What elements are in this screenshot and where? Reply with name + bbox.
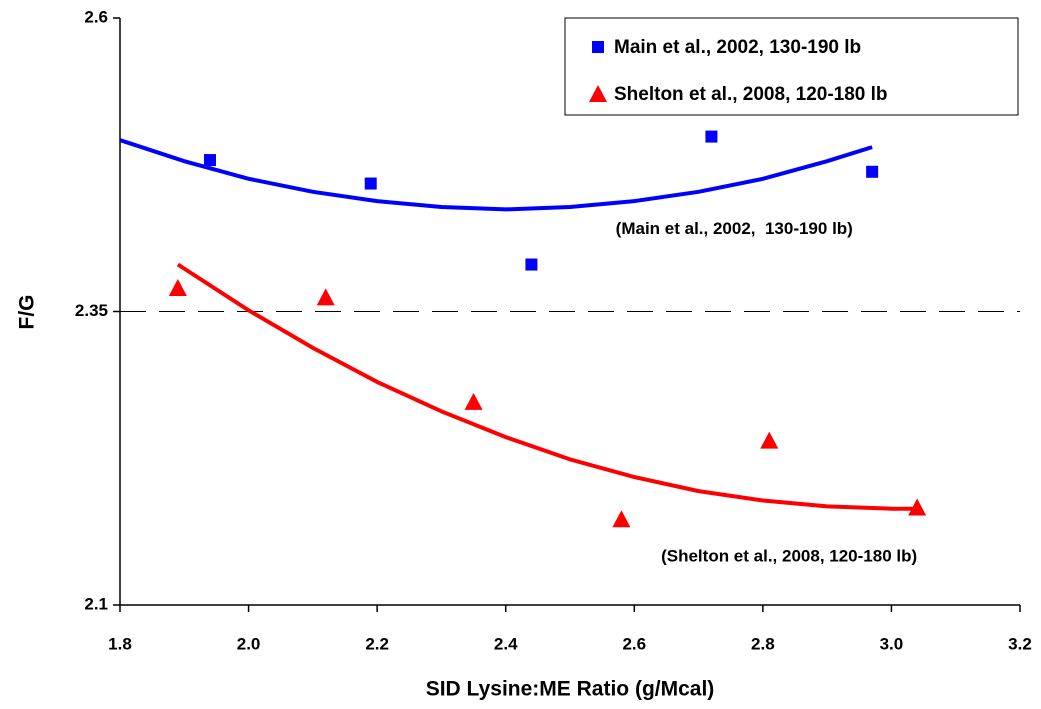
trendline <box>176 262 918 511</box>
point <box>908 498 927 516</box>
point <box>204 154 216 167</box>
x-tick-label: 2.0 <box>237 634 261 653</box>
point <box>525 258 538 271</box>
point <box>612 510 631 528</box>
legend-label: Shelton et al., 2008, 120-180 lb <box>614 84 888 105</box>
point <box>464 392 483 410</box>
legend-marker <box>592 41 604 53</box>
x-tick-label: 2.2 <box>365 634 389 653</box>
point <box>760 431 779 449</box>
point <box>364 177 377 190</box>
y-tick-label: 2.6 <box>84 7 108 26</box>
point <box>866 165 879 178</box>
x-tick-label: 2.8 <box>751 634 775 653</box>
legend-marker <box>589 85 607 102</box>
legend-box <box>564 17 1019 116</box>
x-tick-label: 2.6 <box>622 634 646 653</box>
legend-label: Main et al., 2002, 130-190 lb <box>614 37 861 58</box>
point <box>316 288 335 306</box>
y-axis-title: F/G <box>16 295 39 330</box>
annotation: (Main et al., 2002, 130-190 lb) <box>616 219 853 238</box>
annotation: (Shelton et al., 2008, 120-180 lb) <box>661 546 917 565</box>
point <box>168 279 187 297</box>
x-tick-label: 1.8 <box>108 634 132 653</box>
x-tick-label: 3.0 <box>880 634 904 653</box>
x-tick-label: 2.4 <box>494 634 518 653</box>
x-tick-label: 3.2 <box>1008 634 1032 653</box>
y-tick-label: 2.1 <box>84 594 108 613</box>
trendline <box>119 138 873 212</box>
point <box>705 130 718 143</box>
x-axis-title: SID Lysine:ME Ratio (g/Mcal) <box>426 678 715 701</box>
y-tick-label: 2.35 <box>75 301 108 320</box>
